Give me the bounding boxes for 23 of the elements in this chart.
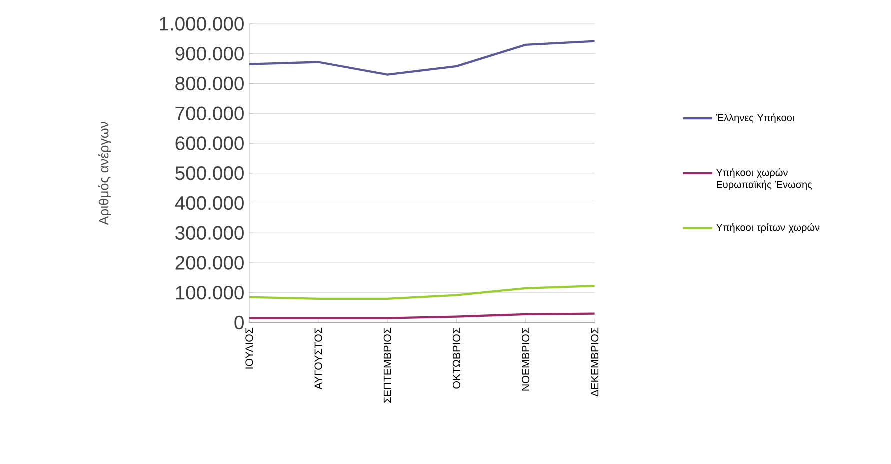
line-series — [249, 284, 595, 300]
x-tick-label: ΙΟΥΛΙΟΣ — [246, 328, 254, 369]
y-tick-label: 800.000 — [176, 76, 244, 91]
x-tick-label: ΑΥΓΟΥΣΤΟΣ — [314, 328, 322, 390]
x-tick-label: ΔΕΚΕΜΒΡΙΟΣ — [591, 328, 599, 397]
y-tick-label: 1.000.000 — [160, 17, 244, 31]
y-tick-label: 400.000 — [175, 196, 244, 210]
x-tick-label: ΟΚΤΩΒΡΙΟΣ — [452, 328, 460, 389]
legend-label: Υπήκοοι τρίτων χωρών — [716, 223, 820, 234]
y-tick-label: 0 — [234, 316, 244, 330]
y-tick-label: 300.000 — [176, 226, 244, 240]
x-tick-label: ΣΕΠΤΕΜΒΡΙΟΣ — [384, 328, 392, 403]
x-tick-label: ΝΟΕΜΒΡΙΟΣ — [522, 328, 530, 391]
y-tick-label: 100.000 — [176, 286, 244, 300]
line-series — [249, 40, 595, 76]
y-tick-label: 600.000 — [176, 136, 244, 150]
y-tick-label: 200.000 — [176, 256, 244, 270]
y-tick-label: 500.000 — [176, 166, 244, 180]
y-axis-title: Αριθμός ανέργων — [98, 122, 112, 226]
legend-label: Υπήκοοι χωρών Ευρωπαϊκής Ένωσης — [716, 168, 812, 190]
legend-label: Έλληνες Υπήκοοι — [716, 114, 794, 124]
y-tick-label: 700.000 — [176, 106, 244, 120]
y-tick-label: 900.000 — [176, 46, 244, 61]
